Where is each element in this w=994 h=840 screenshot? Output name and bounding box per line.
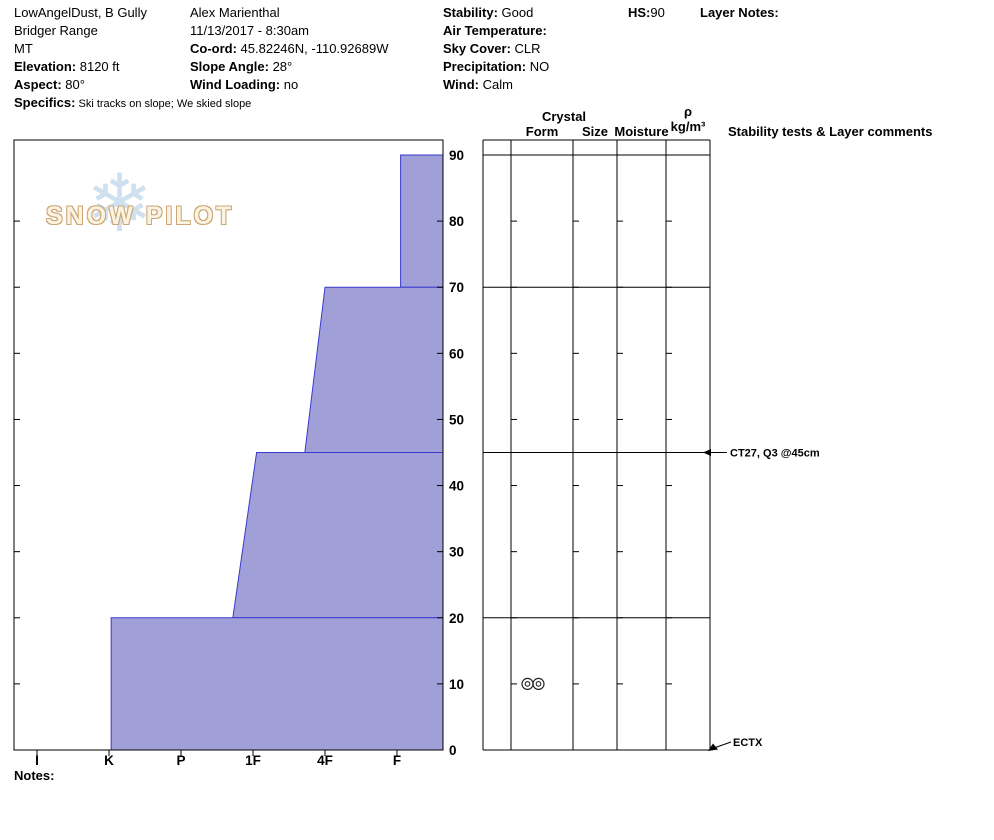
- specifics: Specifics: Ski tracks on slope; We skied…: [14, 95, 252, 110]
- observer-name: Alex Marienthal: [190, 5, 280, 20]
- wind: Wind: Calm: [443, 77, 513, 92]
- stability: Stability: Good: [443, 5, 534, 20]
- hardness-tick-label: F: [393, 753, 401, 768]
- stability-comments-header: Stability tests & Layer comments: [728, 124, 932, 139]
- coordinates: Co-ord: 45.82246N, -110.92689W: [190, 41, 389, 56]
- hardness-tick-label: K: [104, 753, 114, 768]
- hardness-tick-label: 1F: [245, 753, 261, 768]
- grain-form-symbol: [524, 681, 531, 687]
- stability-test-label: ECTX: [733, 737, 763, 749]
- observation-datetime: 11/13/2017 - 8:30am: [190, 23, 310, 38]
- depth-tick-label: 40: [449, 479, 464, 494]
- test-arrow: [713, 741, 732, 749]
- depth-tick-label: 20: [449, 611, 464, 626]
- depth-tick-label: 80: [449, 214, 464, 229]
- grain-form-symbol: [535, 681, 542, 687]
- hardness-tick-label: I: [35, 753, 39, 768]
- depth-tick-label: 10: [449, 677, 464, 692]
- aspect: Aspect: 80°: [14, 77, 85, 92]
- notes-label: Notes:: [14, 768, 55, 783]
- snow-layer: [110, 617, 444, 751]
- precipitation: Precipitation: NO: [443, 59, 550, 74]
- snowpilot-watermark: SNOW PILOT: [46, 202, 235, 230]
- grain-form-symbol: [532, 677, 545, 690]
- wind-loading: Wind Loading: no: [190, 77, 299, 92]
- density-header: ρ: [684, 104, 692, 119]
- crystal-header: Crystal: [542, 109, 586, 124]
- depth-tick-label: 60: [449, 346, 464, 361]
- snow-layer: [304, 286, 444, 453]
- density-units: kg/m³: [671, 119, 706, 134]
- test-arrowhead: [703, 449, 711, 456]
- hardness-tick-label: 4F: [317, 753, 333, 768]
- hardness-tick-label: P: [176, 753, 185, 768]
- hs-total-snow-depth: HS:90: [628, 5, 665, 20]
- stability-test-label: CT27, Q3 @45cm: [730, 448, 820, 460]
- depth-tick-label: 70: [449, 280, 464, 295]
- depth-tick-label: 90: [449, 148, 464, 163]
- snow-layer: [400, 154, 444, 288]
- depth-tick-label: 30: [449, 545, 464, 560]
- profile-plot-frame: [13, 139, 444, 751]
- sky-cover: Sky Cover: CLR: [443, 41, 541, 56]
- elevation: Elevation: 8120 ft: [14, 59, 120, 74]
- test-arrowhead: [708, 743, 718, 751]
- layer-notes-label: Layer Notes:: [700, 5, 779, 20]
- pit-state: MT: [14, 41, 33, 56]
- depth-tick-label: 50: [449, 412, 464, 427]
- air-temperature: Air Temperature:: [443, 23, 547, 38]
- snowflake-icon: ❄: [86, 159, 154, 248]
- size-header: Size: [582, 124, 608, 139]
- snow-layer: [232, 452, 444, 619]
- moisture-header: Moisture: [614, 124, 668, 139]
- pit-range: Bridger Range: [14, 23, 98, 38]
- depth-tick-label: 0: [449, 743, 457, 758]
- pit-name: LowAngelDust, B Gully: [14, 5, 147, 20]
- form-header: Form: [526, 124, 559, 139]
- slope-angle: Slope Angle: 28°: [190, 59, 293, 74]
- grain-form-symbol: [521, 677, 534, 690]
